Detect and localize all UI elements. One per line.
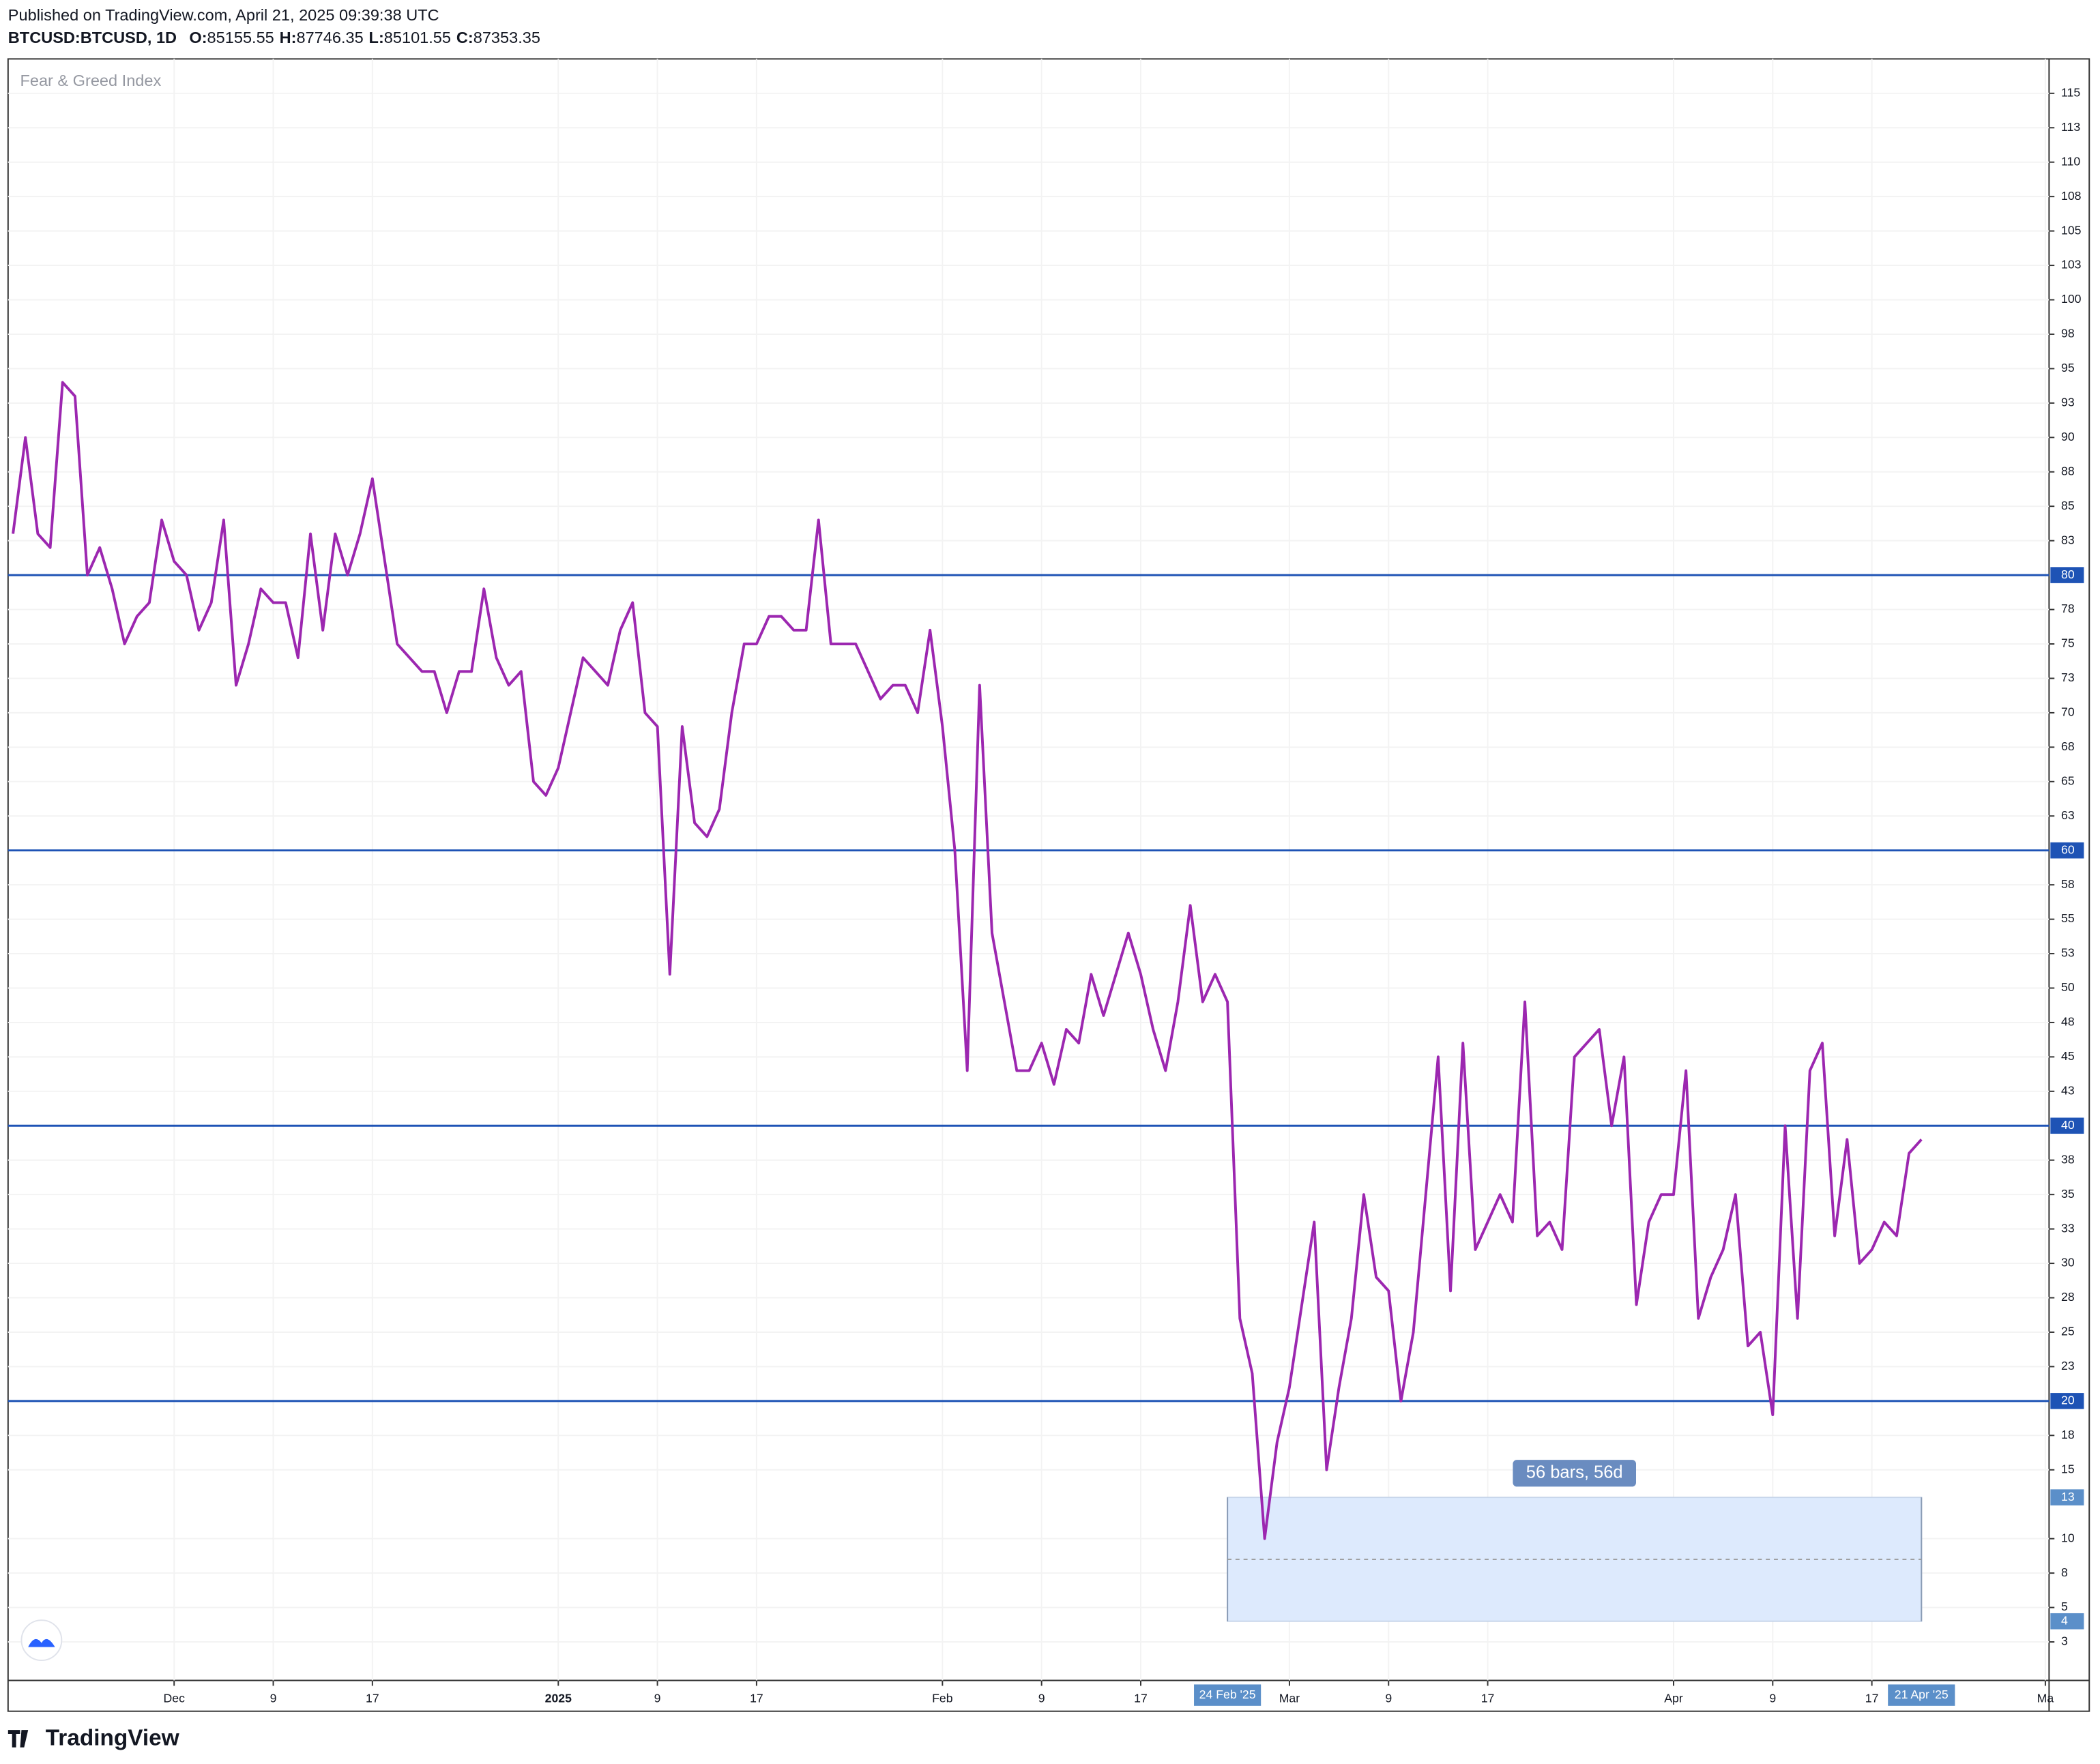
x-tick-label: 9 xyxy=(1385,1692,1392,1705)
y-tick-label: 3 xyxy=(2061,1634,2068,1648)
y-tick-label: 75 xyxy=(2061,636,2075,650)
ohlc-label: O: xyxy=(189,29,207,46)
y-tick-label: 90 xyxy=(2061,430,2075,443)
y-tick-label: 35 xyxy=(2061,1187,2075,1201)
range-y-tag xyxy=(2050,1489,2084,1505)
level-tag xyxy=(2050,842,2084,859)
x-tick-label: 9 xyxy=(270,1692,277,1705)
range-x-label: 24 Feb '25 xyxy=(1199,1688,1256,1701)
published-line: Published on TradingView.com, April 21, … xyxy=(8,6,439,24)
y-tick-label: 108 xyxy=(2061,189,2082,203)
level-label: 40 xyxy=(2061,1118,2075,1132)
range-x-label: 21 Apr '25 xyxy=(1895,1688,1949,1701)
series-line xyxy=(12,381,1923,1540)
brand-mark xyxy=(8,1730,29,1748)
y-tick-label: 68 xyxy=(2061,739,2075,753)
y-tick-label: 100 xyxy=(2061,292,2082,306)
y-tick-label: 105 xyxy=(2061,223,2082,237)
x-tick-label: 17 xyxy=(750,1692,763,1705)
level-label: 60 xyxy=(2061,842,2075,856)
level-tag xyxy=(2050,1393,2084,1409)
range-y-label: 13 xyxy=(2061,1490,2075,1503)
y-tick-label: 33 xyxy=(2061,1221,2075,1235)
indicator-title: Fear & Greed Index xyxy=(20,72,161,89)
ohlc-label: H: xyxy=(280,29,297,46)
y-tick-label: 30 xyxy=(2061,1256,2075,1269)
y-tick-label: 5 xyxy=(2061,1600,2068,1613)
y-tick-label: 25 xyxy=(2061,1325,2075,1338)
y-tick-label: 23 xyxy=(2061,1359,2075,1372)
ohlc-value: 87353.35 xyxy=(473,29,540,46)
y-tick-label: 88 xyxy=(2061,464,2075,477)
y-tick-label: 83 xyxy=(2061,533,2075,546)
level-label: 20 xyxy=(2061,1394,2075,1407)
y-tick-label: 85 xyxy=(2061,499,2075,512)
y-tick-label: 50 xyxy=(2061,980,2075,994)
range-y-tag xyxy=(2050,1613,2084,1630)
y-tick-label: 15 xyxy=(2061,1462,2075,1475)
range-x-tag xyxy=(1194,1684,1262,1706)
x-tick-label: Mar xyxy=(1279,1692,1300,1705)
logo-button[interactable] xyxy=(20,1619,63,1662)
y-tick-label: 78 xyxy=(2061,602,2075,615)
x-tick-label: 2025 xyxy=(545,1692,572,1705)
x-tick-label: Ma xyxy=(2037,1692,2054,1705)
ohlc-value: 85155.55 xyxy=(207,29,274,46)
y-tick-label: 8 xyxy=(2061,1565,2068,1579)
y-tick-label: 58 xyxy=(2061,877,2075,891)
y-tick-label: 63 xyxy=(2061,808,2075,822)
y-tick-label: 65 xyxy=(2061,774,2075,787)
brand-name: TradingView xyxy=(46,1726,180,1751)
level-tag xyxy=(2050,1117,2084,1134)
range-x-tag xyxy=(1888,1684,1955,1706)
x-tick-label: 17 xyxy=(366,1692,379,1705)
x-tick-label: Apr xyxy=(1664,1692,1683,1705)
y-tick-label: 10 xyxy=(2061,1531,2075,1544)
range-label-bg xyxy=(1513,1460,1636,1487)
range-y-label: 4 xyxy=(2061,1613,2068,1627)
y-tick-label: 18 xyxy=(2061,1428,2075,1441)
y-tick-label: 48 xyxy=(2061,1015,2075,1029)
y-tick-label: 28 xyxy=(2061,1290,2075,1304)
x-tick-label: 17 xyxy=(1865,1692,1879,1705)
axes: 1151131101081051031009895939088858378757… xyxy=(164,85,2084,1706)
y-tick-label: 93 xyxy=(2061,396,2075,409)
level-tag xyxy=(2050,567,2084,583)
logo-icon xyxy=(28,1638,55,1647)
x-tick-label: 17 xyxy=(1134,1692,1148,1705)
x-tick-label: Dec xyxy=(164,1692,186,1705)
y-tick-label: 73 xyxy=(2061,671,2075,684)
ohlc-value: 85101.55 xyxy=(384,29,451,46)
ohlc-label: C: xyxy=(456,29,473,46)
plot: 56 bars, 56d xyxy=(8,381,2050,1622)
y-tick-label: 103 xyxy=(2061,258,2082,271)
y-tick-label: 113 xyxy=(2061,120,2080,134)
y-tick-label: 38 xyxy=(2061,1152,2075,1166)
y-tick-label: 53 xyxy=(2061,946,2075,960)
y-tick-label: 95 xyxy=(2061,361,2075,374)
y-tick-label: 115 xyxy=(2061,85,2080,99)
x-tick-label: 9 xyxy=(654,1692,661,1705)
y-tick-label: 43 xyxy=(2061,1084,2075,1098)
x-tick-label: 9 xyxy=(1769,1692,1776,1705)
y-tick-label: 45 xyxy=(2061,1049,2075,1063)
x-tick-label: 17 xyxy=(1481,1692,1495,1705)
y-tick-label: 55 xyxy=(2061,911,2075,925)
y-tick-label: 70 xyxy=(2061,705,2075,719)
ohlc-value: 87746.35 xyxy=(296,29,363,46)
symbol: BTCUSD:BTCUSD, 1D xyxy=(8,29,177,46)
range-label: 56 bars, 56d xyxy=(1526,1463,1623,1482)
grid xyxy=(8,59,2050,1681)
y-tick-label: 98 xyxy=(2061,327,2075,340)
ohlc-label: L: xyxy=(369,29,384,46)
x-tick-label: Feb xyxy=(932,1692,953,1705)
symbol-line: BTCUSD:BTCUSD, 1D O:85155.55 H:87746.35 L:… xyxy=(8,29,540,46)
level-label: 80 xyxy=(2061,568,2075,581)
x-tick-label: 9 xyxy=(1038,1692,1045,1705)
y-tick-label: 110 xyxy=(2061,154,2080,168)
